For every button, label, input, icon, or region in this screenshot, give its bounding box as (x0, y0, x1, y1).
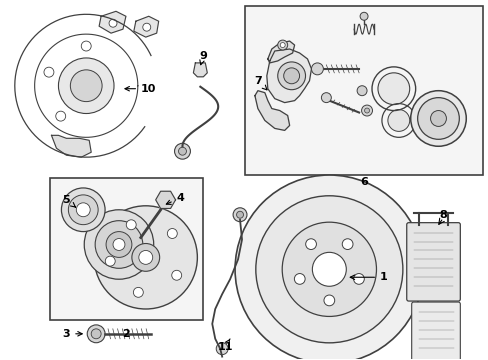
Circle shape (105, 256, 115, 266)
Circle shape (282, 222, 376, 316)
Circle shape (56, 111, 65, 121)
Circle shape (167, 229, 177, 238)
Circle shape (280, 42, 285, 48)
Circle shape (44, 67, 54, 77)
Text: 9: 9 (199, 51, 207, 65)
Circle shape (133, 287, 143, 297)
Circle shape (109, 19, 117, 27)
Text: 3: 3 (62, 329, 82, 339)
Circle shape (91, 329, 101, 339)
Circle shape (361, 105, 372, 116)
Circle shape (94, 206, 197, 309)
Circle shape (356, 86, 366, 96)
Circle shape (233, 208, 246, 222)
Text: 4: 4 (166, 193, 184, 204)
Circle shape (429, 111, 446, 126)
Text: 5: 5 (62, 195, 75, 207)
Circle shape (113, 239, 124, 251)
Polygon shape (134, 16, 158, 37)
Circle shape (342, 239, 352, 249)
FancyBboxPatch shape (406, 223, 459, 301)
Circle shape (294, 274, 305, 284)
Circle shape (321, 93, 331, 103)
Circle shape (59, 58, 114, 113)
Text: 1: 1 (349, 272, 387, 282)
Circle shape (106, 231, 132, 257)
Circle shape (324, 295, 334, 306)
Circle shape (277, 62, 305, 90)
Circle shape (305, 239, 316, 249)
Circle shape (236, 211, 243, 218)
Text: 10: 10 (125, 84, 156, 94)
Circle shape (216, 343, 228, 355)
Polygon shape (266, 49, 311, 103)
Circle shape (178, 147, 186, 155)
Text: 2: 2 (122, 329, 129, 339)
Circle shape (87, 325, 105, 343)
Circle shape (61, 188, 105, 231)
Polygon shape (155, 191, 175, 208)
Circle shape (70, 70, 102, 102)
Circle shape (359, 12, 367, 20)
Circle shape (277, 40, 287, 50)
Circle shape (174, 143, 190, 159)
Circle shape (84, 210, 153, 279)
Polygon shape (99, 11, 126, 33)
Circle shape (377, 73, 409, 105)
Circle shape (255, 196, 402, 343)
Text: 6: 6 (359, 177, 367, 187)
Circle shape (353, 274, 364, 284)
Circle shape (235, 175, 423, 360)
Text: 7: 7 (253, 76, 266, 90)
Circle shape (171, 270, 182, 280)
Circle shape (81, 41, 91, 51)
Circle shape (312, 252, 346, 286)
Bar (49, 178, 203, 320)
Circle shape (387, 109, 409, 131)
Polygon shape (267, 41, 294, 63)
FancyBboxPatch shape (411, 302, 459, 360)
Circle shape (139, 251, 152, 264)
Circle shape (142, 23, 150, 31)
Polygon shape (193, 63, 207, 77)
Text: 11: 11 (217, 339, 232, 352)
Circle shape (76, 203, 90, 217)
Polygon shape (51, 135, 91, 157)
Circle shape (410, 91, 466, 146)
Circle shape (126, 220, 136, 230)
Circle shape (283, 68, 299, 84)
Circle shape (364, 108, 369, 113)
Circle shape (95, 221, 142, 268)
Bar (244, 6, 482, 175)
Circle shape (68, 195, 98, 225)
Circle shape (132, 243, 160, 271)
Circle shape (417, 98, 458, 139)
Text: 8: 8 (439, 210, 447, 220)
Polygon shape (254, 91, 289, 130)
Circle shape (311, 63, 323, 75)
